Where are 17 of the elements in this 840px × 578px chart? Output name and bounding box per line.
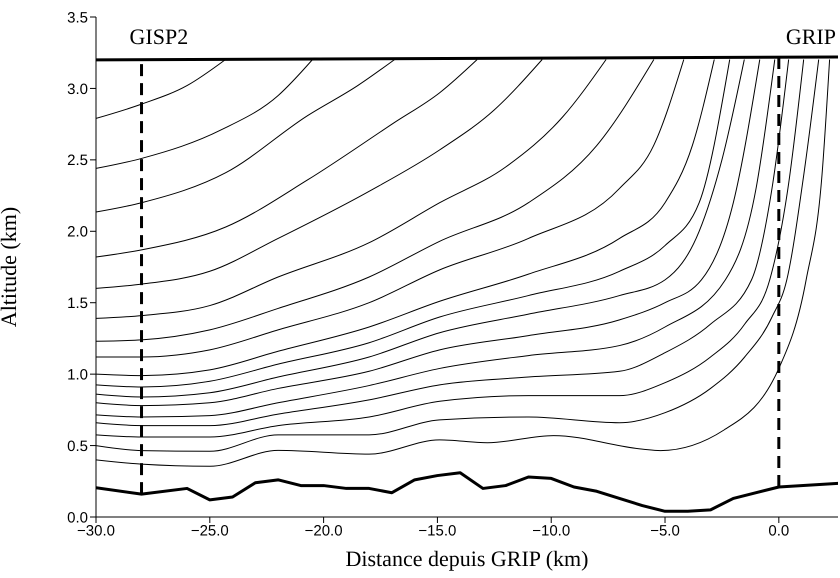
y-tick-label: 1.0 <box>67 366 88 384</box>
ref-line-label: GISP2 <box>130 24 188 49</box>
y-tick-label: 2.5 <box>67 152 88 170</box>
ref-line-label: GRIP <box>786 24 836 49</box>
x-tick-label: 0.0 <box>768 522 790 540</box>
x-tick-label: −10.0 <box>532 522 570 540</box>
y-tick-label: 3.5 <box>67 9 88 26</box>
y-tick-label: 2.0 <box>67 224 88 241</box>
y-axis-title: Altitude (km) <box>0 206 21 328</box>
x-tick-label: −20.0 <box>304 522 343 540</box>
x-tick-label: −25.0 <box>190 522 229 540</box>
y-tick-label: 0.5 <box>67 438 88 455</box>
y-tick-label: 1.5 <box>67 295 88 312</box>
x-tick-label: −15.0 <box>418 522 456 540</box>
y-tick-label: 3.0 <box>67 80 88 98</box>
x-tick-label: −5.0 <box>650 522 680 540</box>
x-axis-title: Distance depuis GRIP (km) <box>346 546 588 571</box>
